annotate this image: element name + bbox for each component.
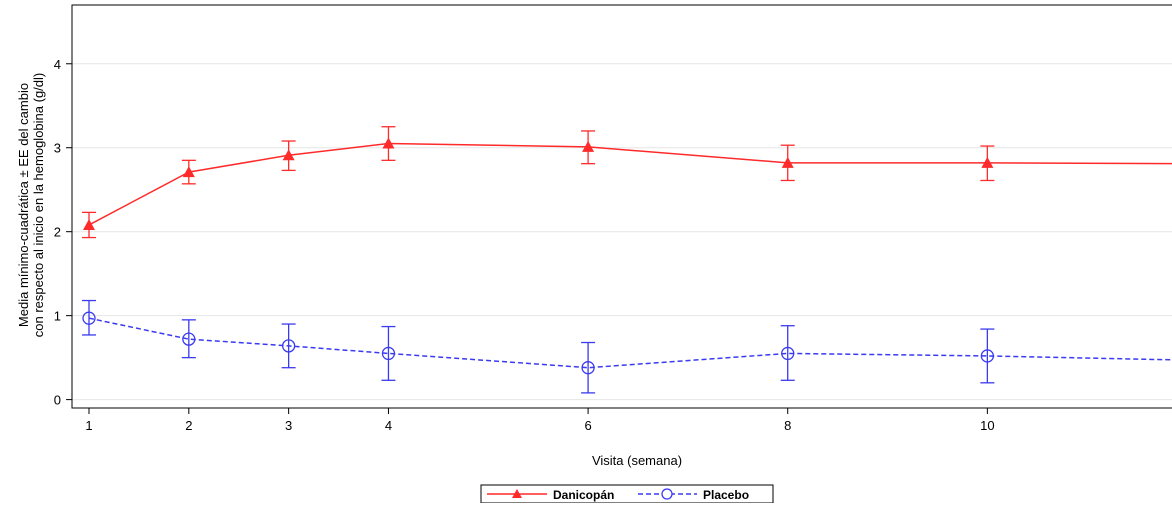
y-axis-label-line-1: Media mínimo-cuadrática ± EE del cambio — [16, 83, 31, 327]
plot-frame — [71, 4, 1172, 409]
y-tick-label-4: 4 — [54, 57, 61, 72]
y-axis-label-line-2: con respecto al inicio en la hemoglobina… — [31, 73, 46, 338]
data-point-1-4 — [581, 361, 595, 375]
series-line-0 — [88, 142, 1172, 226]
data-point-0-0 — [83, 218, 95, 230]
x-axis-label: Visita (semana) — [592, 453, 682, 468]
series-layer — [82, 126, 1172, 394]
y-tick-label-1: 1 — [54, 309, 61, 324]
legend: Danicopán Placebo — [480, 484, 774, 504]
data-point-1-2 — [281, 339, 296, 353]
y-tick-label-0: 0 — [54, 393, 61, 408]
legend-danicopan-marker — [512, 489, 522, 498]
legend-danicopan-label: Danicopán — [553, 488, 614, 502]
data-point-0-1 — [182, 166, 195, 178]
data-point-1-0 — [82, 311, 96, 325]
legend-placebo-label: Placebo — [703, 488, 749, 502]
y-tick-label-3: 3 — [54, 141, 61, 156]
x-tick-label-3: 4 — [385, 418, 392, 433]
data-point-1-5 — [781, 346, 795, 361]
y-tick-label-2: 2 — [54, 225, 61, 240]
data-point-0-5 — [781, 156, 794, 168]
x-tick-label-2: 3 — [285, 418, 292, 433]
data-point-0-2 — [282, 149, 295, 161]
data-point-1-3 — [381, 346, 396, 361]
data-point-1-1 — [182, 332, 196, 346]
series-line-1 — [88, 317, 1172, 369]
x-tick-label-0: 1 — [85, 418, 92, 433]
axes: 012341234681012 — [54, 57, 995, 433]
data-point-1-6 — [980, 349, 995, 363]
x-tick-label-4: 6 — [584, 418, 591, 433]
y-axis-label: Media mínimo-cuadrática ± EE del cambio … — [16, 73, 46, 338]
x-tick-label-5: 8 — [784, 418, 791, 433]
legend-placebo-marker — [661, 488, 673, 500]
series-danicopan — [82, 126, 1172, 239]
data-point-0-6 — [981, 156, 994, 168]
data-point-0-4 — [582, 140, 595, 152]
x-tick-label-1: 2 — [185, 418, 192, 433]
x-tick-label-6: 10 — [980, 418, 994, 433]
grid-lines — [72, 63, 1172, 401]
data-point-0-3 — [382, 137, 395, 149]
series-placebo — [82, 299, 1172, 394]
